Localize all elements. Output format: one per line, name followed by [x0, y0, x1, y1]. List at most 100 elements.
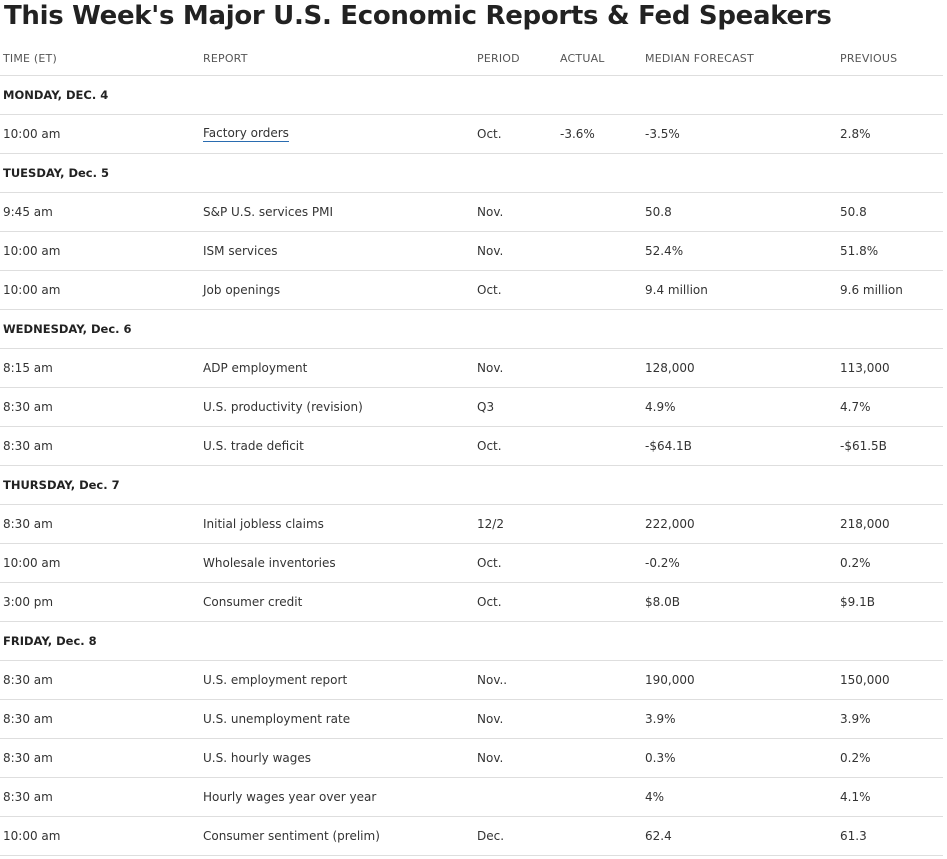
table-row: 8:30 am U.S. hourly wages Nov. 0.3% 0.2%	[0, 739, 943, 778]
cell-previous: 4.1%	[840, 790, 871, 804]
cell-period: Nov.	[477, 205, 504, 219]
cell-time: 8:30 am	[3, 517, 53, 531]
day-header-row: TUESDAY, Dec. 5	[0, 154, 943, 193]
table-row: 10:00 am Consumer sentiment (prelim) Dec. 6…	[0, 817, 943, 856]
cell-previous: $9.1B	[840, 595, 875, 609]
cell-report: U.S. employment report	[203, 673, 348, 687]
cell-median-forecast: 4.9%	[645, 400, 676, 414]
day-header-row: WEDNESDAY, Dec. 6	[0, 310, 943, 349]
header-median-forecast: MEDIAN FORECAST	[645, 52, 754, 65]
cell-previous: 0.2%	[840, 751, 871, 765]
cell-report: Hourly wages year over year	[203, 790, 377, 804]
cell-median-forecast: 50.8	[645, 205, 672, 219]
cell-time: 3:00 pm	[3, 595, 54, 609]
page-title: This Week's Major U.S. Economic Reports …	[4, 1, 832, 31]
cell-median-forecast: 62.4	[645, 829, 672, 843]
cell-actual: -3.6%	[560, 127, 595, 141]
cell-report: U.S. trade deficit	[203, 439, 304, 453]
cell-previous: 218,000	[840, 517, 890, 531]
cell-period: Oct.	[477, 127, 502, 141]
cell-time: 9:45 am	[3, 205, 53, 219]
table-header: TIME (ET) REPORT PERIOD ACTUAL MEDIAN FO…	[0, 41, 943, 76]
table-row: 8:30 am Initial jobless claims 12/2 222,000…	[0, 505, 943, 544]
cell-median-forecast: 0.3%	[645, 751, 676, 765]
cell-report: ADP employment	[203, 361, 308, 375]
cell-period: 12/2	[477, 517, 504, 531]
cell-period: Oct.	[477, 595, 502, 609]
table-row: 8:30 am U.S. employment report Nov.. 190,00…	[0, 661, 943, 700]
table-row: 10:00 am Factory orders Oct. -3.6% -3.5% 2.8%	[0, 115, 943, 154]
cell-median-forecast: $8.0B	[645, 595, 680, 609]
cell-previous: 9.6 million	[840, 283, 903, 297]
table-row: 8:30 am Hourly wages year over year 4% 4.1%	[0, 778, 943, 817]
cell-period: Nov..	[477, 673, 508, 687]
cell-report: Wholesale inventories	[203, 556, 336, 570]
cell-median-forecast: 128,000	[645, 361, 695, 375]
cell-report: Job openings	[203, 283, 281, 297]
table-row: 9:45 am S&P U.S. services PMI Nov. 50.8 50.8	[0, 193, 943, 232]
table-row: 10:00 am Job openings Oct. 9.4 million 9.6 m…	[0, 271, 943, 310]
cell-median-forecast: -3.5%	[645, 127, 680, 141]
cell-report: Consumer sentiment (prelim)	[203, 829, 380, 843]
cell-report: ISM services	[203, 244, 278, 258]
day-label: WEDNESDAY, Dec. 6	[3, 322, 132, 336]
cell-time: 8:30 am	[3, 751, 53, 765]
table-row: 3:00 pm Consumer credit Oct. $8.0B $9.1B	[0, 583, 943, 622]
cell-previous: 0.2%	[840, 556, 871, 570]
cell-time: 10:00 am	[3, 829, 61, 843]
cell-previous: 2.8%	[840, 127, 871, 141]
cell-report: U.S. hourly wages	[203, 751, 311, 765]
cell-time: 8:30 am	[3, 439, 53, 453]
header-time: TIME (ET)	[3, 52, 57, 65]
cell-previous: 113,000	[840, 361, 890, 375]
header-previous: PREVIOUS	[840, 52, 898, 65]
cell-median-forecast: 3.9%	[645, 712, 676, 726]
header-period: PERIOD	[477, 52, 520, 65]
table-row: 8:30 am U.S. productivity (revision) Q3 4.9…	[0, 388, 943, 427]
table-body: MONDAY, DEC. 4 10:00 am Factory orders Oct.…	[0, 76, 943, 856]
cell-previous: 61.3	[840, 829, 867, 843]
cell-period: Nov.	[477, 244, 504, 258]
cell-period: Oct.	[477, 556, 502, 570]
cell-previous: -$61.5B	[840, 439, 887, 453]
day-label: FRIDAY, Dec. 8	[3, 634, 97, 648]
cell-previous: 51.8%	[840, 244, 879, 258]
cell-report: Consumer credit	[203, 595, 303, 609]
cell-time: 8:30 am	[3, 790, 53, 804]
cell-median-forecast: 9.4 million	[645, 283, 708, 297]
cell-time: 8:30 am	[3, 712, 53, 726]
report-link[interactable]: Factory orders	[203, 126, 289, 142]
cell-report: Initial jobless claims	[203, 517, 324, 531]
cell-median-forecast: 52.4%	[645, 244, 684, 258]
cell-median-forecast: 190,000	[645, 673, 695, 687]
cell-median-forecast: -0.2%	[645, 556, 680, 570]
cell-previous: 3.9%	[840, 712, 871, 726]
cell-period: Dec.	[477, 829, 505, 843]
economic-calendar-table: TIME (ET) REPORT PERIOD ACTUAL MEDIAN FO…	[0, 41, 943, 856]
day-label: MONDAY, DEC. 4	[3, 88, 109, 102]
cell-median-forecast: 4%	[645, 790, 665, 804]
table-row: 10:00 am ISM services Nov. 52.4% 51.8%	[0, 232, 943, 271]
table-row: 10:00 am Wholesale inventories Oct. -0.2% 0.…	[0, 544, 943, 583]
cell-time: 10:00 am	[3, 127, 61, 141]
cell-time: 8:15 am	[3, 361, 53, 375]
table-row: 8:15 am ADP employment Nov. 128,000 113,000	[0, 349, 943, 388]
day-header-row: THURSDAY, Dec. 7	[0, 466, 943, 505]
cell-period: Nov.	[477, 361, 504, 375]
cell-time: 10:00 am	[3, 556, 61, 570]
day-label: TUESDAY, Dec. 5	[3, 166, 109, 180]
cell-period: Q3	[477, 400, 495, 414]
cell-time: 8:30 am	[3, 673, 53, 687]
cell-previous: 4.7%	[840, 400, 871, 414]
cell-time: 10:00 am	[3, 283, 61, 297]
cell-time: 10:00 am	[3, 244, 61, 258]
cell-report: U.S. unemployment rate	[203, 712, 351, 726]
day-label: THURSDAY, Dec. 7	[3, 478, 120, 492]
header-actual: ACTUAL	[560, 52, 605, 65]
cell-previous: 50.8	[840, 205, 867, 219]
table-row: 8:30 am U.S. unemployment rate Nov. 3.9% 3.9…	[0, 700, 943, 739]
day-header-row: MONDAY, DEC. 4	[0, 76, 943, 115]
cell-period: Nov.	[477, 751, 504, 765]
table-row: 8:30 am U.S. trade deficit Oct. -$64.1B -$61…	[0, 427, 943, 466]
cell-period: Oct.	[477, 439, 502, 453]
